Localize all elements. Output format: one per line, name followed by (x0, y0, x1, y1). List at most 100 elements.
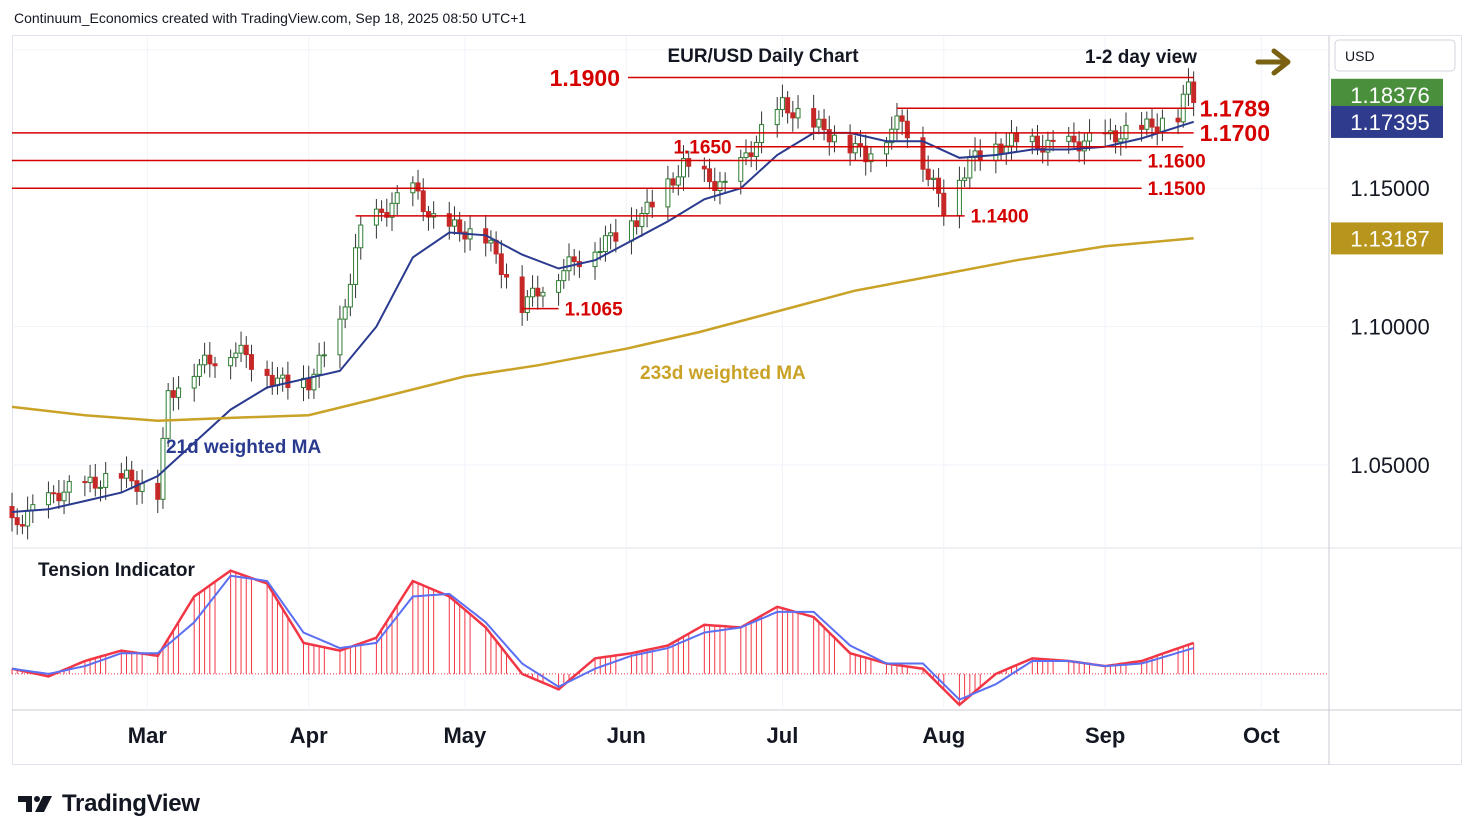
candle (373, 199, 379, 239)
ma21-label: 21d weighted MA (166, 437, 321, 458)
candle (103, 461, 109, 500)
candle-body (1118, 138, 1124, 143)
level-label: 1.1700 (1200, 120, 1270, 146)
candle (941, 179, 947, 226)
candle-body (451, 219, 457, 227)
candle-body (1113, 130, 1119, 143)
candle-body (1154, 126, 1160, 133)
candle-body (868, 153, 874, 163)
candle-body (191, 375, 197, 389)
level-label: 1.1789 (1200, 96, 1270, 122)
tension-fast-line (11, 569, 1195, 707)
candle (561, 258, 567, 289)
currency-box (1334, 39, 1456, 72)
candle (420, 178, 426, 222)
candle-body (675, 176, 681, 186)
candle (285, 361, 291, 400)
level-label: 1.1600 (1148, 151, 1206, 172)
level-1-1650: 1.1650 (673, 138, 1184, 159)
candle (134, 470, 140, 505)
right-arrow-icon (1255, 48, 1291, 76)
candle (540, 286, 546, 308)
candle (707, 158, 713, 190)
candle-body (597, 251, 603, 254)
candle (280, 367, 286, 392)
candle-body (894, 115, 900, 130)
axis-layer: 1.15000 1.10000 1.05000 Mar Apr May Jun Jul Aug S… (128, 39, 1456, 748)
arrow-shape (1255, 48, 1291, 76)
candle (316, 342, 322, 388)
x-tick-label: Sep (1085, 723, 1125, 748)
candle (967, 149, 973, 190)
candle (238, 331, 244, 363)
candle-body (602, 235, 608, 253)
candle-body (425, 211, 431, 218)
candle-body (628, 220, 634, 242)
candle-body (561, 270, 567, 282)
candle-body (87, 476, 93, 483)
candle-body (899, 115, 905, 122)
candle (498, 240, 504, 289)
candle-body (748, 152, 754, 158)
candle-body (1191, 81, 1197, 103)
candle (790, 100, 796, 132)
candle-body (155, 482, 161, 500)
level-1-1065: 1.1065 (522, 299, 623, 320)
candle-body (347, 283, 353, 308)
candle-body (530, 287, 536, 298)
candle (462, 221, 468, 253)
candle (504, 263, 510, 289)
candle-body (634, 220, 640, 228)
candle (160, 427, 166, 509)
candle-body (795, 108, 801, 119)
tension-title: Tension Indicator (38, 560, 196, 581)
candle (686, 150, 692, 178)
candle-body (821, 118, 827, 131)
candle-body (1087, 132, 1093, 142)
candle (228, 349, 234, 380)
tradingview-logo[interactable]: TradingView (16, 790, 200, 818)
candle (675, 165, 681, 196)
candle (264, 360, 270, 390)
tradingview-logo-icon (18, 796, 52, 812)
candle-body (858, 143, 864, 147)
candle (87, 464, 93, 493)
candle-body (212, 363, 218, 367)
currency-selector[interactable]: USD (1334, 39, 1456, 72)
candle (613, 219, 619, 253)
candle-body (1185, 81, 1191, 95)
candle-body (1139, 124, 1145, 130)
x-tick-label: Jun (607, 723, 646, 748)
candle (930, 169, 936, 191)
candle (207, 342, 213, 378)
y-tick-label: 1.10000 (1350, 315, 1430, 340)
candle-body (103, 473, 109, 488)
candle-body (228, 357, 234, 367)
candle-body (311, 373, 317, 391)
candle (863, 134, 869, 176)
candle (665, 165, 671, 221)
price-badge-label: 1.17395 (1350, 110, 1430, 135)
candle (66, 475, 72, 505)
candle (972, 137, 978, 172)
candle-body (202, 354, 208, 366)
candle-body (962, 177, 968, 181)
candle (1050, 130, 1056, 152)
candle-body (446, 213, 452, 227)
candle (524, 290, 530, 321)
x-tick-label: Jul (767, 723, 799, 748)
candle (19, 514, 25, 535)
candle (56, 479, 62, 509)
candle (321, 341, 327, 368)
candle-body (165, 390, 171, 439)
tension-pane: Tension Indicator (11, 560, 1329, 707)
candle-body (847, 134, 853, 154)
candle-body (373, 208, 379, 226)
y-tick-label: 1.05000 (1350, 453, 1430, 478)
candle (358, 215, 364, 260)
candle (45, 481, 51, 519)
candle-body (920, 137, 926, 170)
candle (389, 192, 395, 231)
candle (956, 166, 962, 229)
